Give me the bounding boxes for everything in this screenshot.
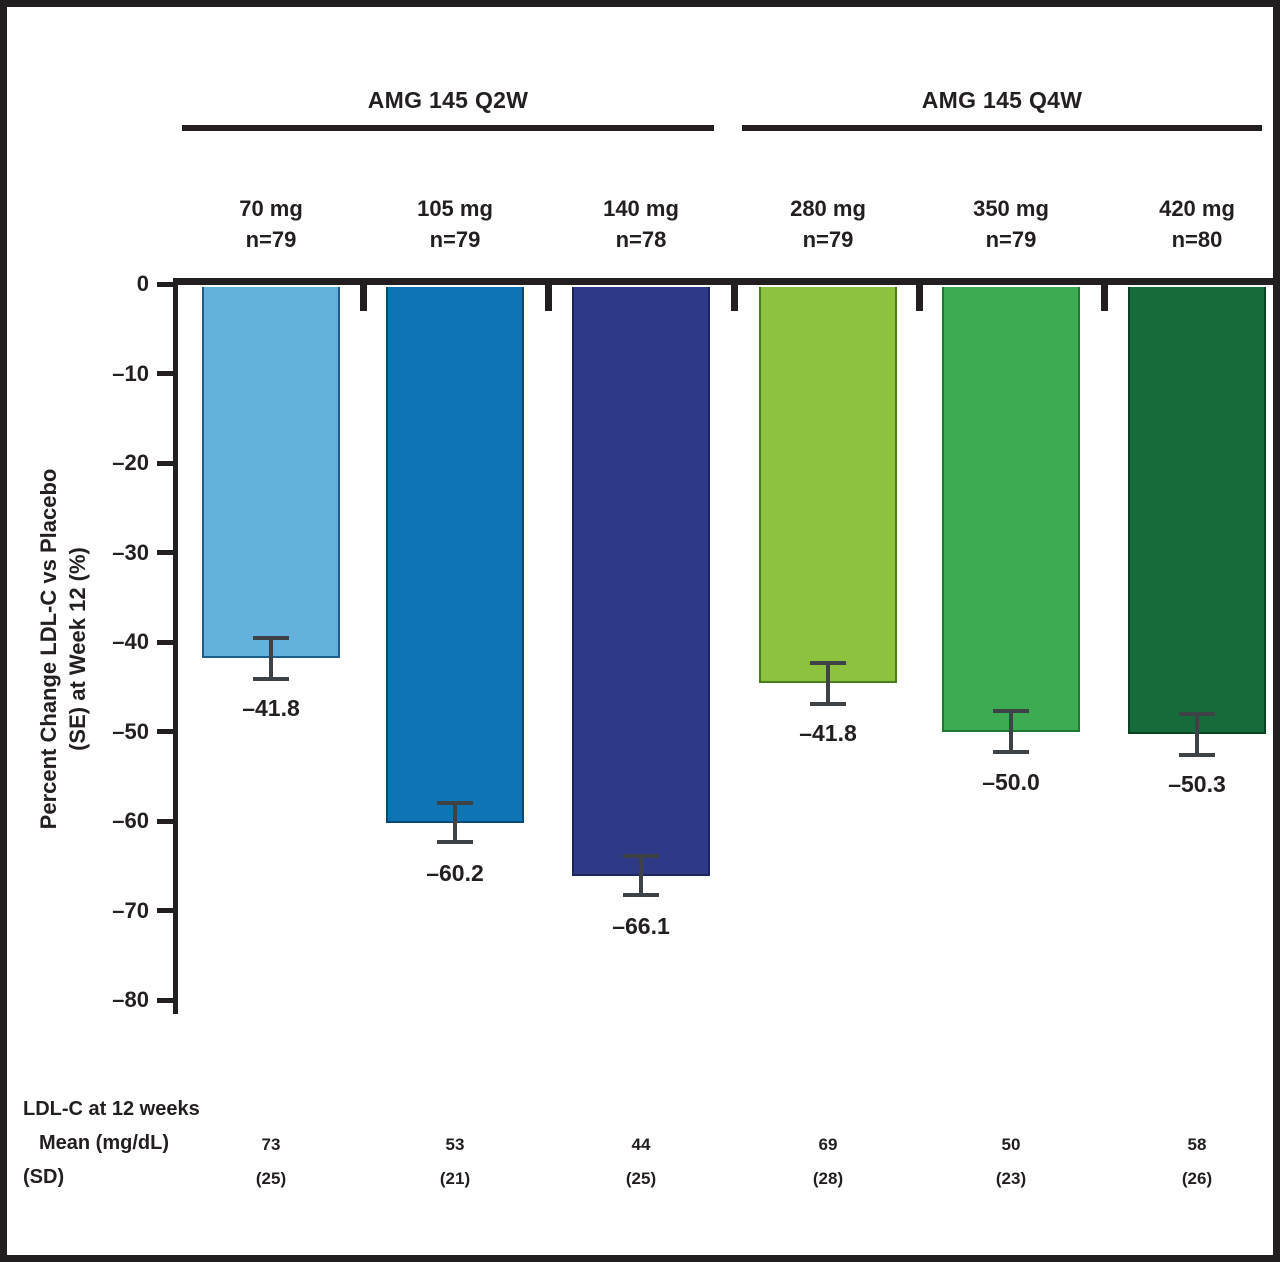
dose-amount: 70 mg bbox=[239, 196, 303, 221]
footer-title: LDL-C at 12 weeks bbox=[23, 1098, 200, 1120]
y-axis-tick bbox=[157, 997, 173, 1003]
footer-mean-value: 53 bbox=[445, 1135, 465, 1154]
y-axis-line bbox=[173, 278, 178, 1014]
y-axis-tick bbox=[157, 460, 173, 466]
footer-sd-value: (28) bbox=[812, 1169, 844, 1188]
y-axis-tick-label: –80 bbox=[112, 987, 149, 1012]
dose-label: 105 mg n=79 bbox=[375, 193, 535, 255]
bar-value-label: –66.1 bbox=[612, 912, 670, 939]
error-bar-line bbox=[269, 637, 273, 679]
dose-n: n=79 bbox=[429, 227, 481, 252]
dose-label: 140 mg n=78 bbox=[561, 193, 721, 255]
error-bar-cap-bottom bbox=[810, 701, 846, 706]
y-axis-tick bbox=[157, 908, 173, 913]
bar-value-label: –50.0 bbox=[982, 768, 1040, 795]
bar-value-label: –41.8 bbox=[242, 695, 300, 722]
bar-420-mg bbox=[1128, 287, 1266, 735]
error-bar-cap-bottom bbox=[993, 750, 1029, 755]
error-bar-cap-bottom bbox=[253, 676, 289, 681]
bar-350-mg bbox=[942, 287, 1080, 732]
error-bar-line bbox=[1009, 710, 1013, 753]
footer-mean-value: 50 bbox=[1001, 1135, 1021, 1154]
error-bar-line bbox=[453, 803, 457, 843]
error-bar-line bbox=[639, 855, 643, 896]
bar-140-mg bbox=[572, 287, 710, 876]
error-bar-cap-top bbox=[437, 801, 473, 806]
dose-amount: 105 mg bbox=[417, 196, 493, 221]
error-bar-cap-top bbox=[1179, 711, 1215, 716]
bar-105-mg bbox=[386, 287, 524, 823]
dose-label: 420 mg n=80 bbox=[1117, 193, 1277, 255]
x-axis-line bbox=[177, 278, 1273, 285]
bar-value-label: –50.3 bbox=[1168, 771, 1226, 798]
y-axis-tick-label: –20 bbox=[112, 450, 149, 475]
error-bar-line bbox=[1195, 713, 1199, 755]
top-axis-tick bbox=[544, 285, 552, 311]
y-axis-tick-label: 0 bbox=[136, 271, 149, 296]
dose-n: n=78 bbox=[615, 227, 667, 252]
bar-280-mg bbox=[759, 287, 897, 684]
footer-row-mean-label: Mean (mg/dL) bbox=[39, 1132, 169, 1154]
dose-label: 70 mg n=79 bbox=[191, 193, 351, 255]
footer-mean-value: 58 bbox=[1187, 1135, 1207, 1154]
dose-n: n=79 bbox=[802, 227, 854, 252]
y-axis-tick bbox=[157, 639, 173, 645]
dose-label: 350 mg n=79 bbox=[931, 193, 1091, 255]
y-axis-tick-label: –40 bbox=[112, 629, 149, 654]
footer-sd-value: (25) bbox=[625, 1169, 657, 1188]
group-rule-q4w bbox=[742, 125, 1262, 131]
footer-mean-value: 44 bbox=[631, 1135, 651, 1154]
top-axis-tick bbox=[731, 285, 738, 311]
error-bar-cap-top bbox=[993, 708, 1029, 713]
dose-n: n=80 bbox=[1171, 227, 1223, 252]
dose-amount: 420 mg bbox=[1159, 196, 1235, 221]
y-axis-tick-label: –70 bbox=[112, 897, 149, 923]
error-bar-line bbox=[826, 662, 830, 704]
group-rule-q2w bbox=[182, 125, 714, 131]
footer-row-sd-label: (SD) bbox=[23, 1166, 65, 1188]
y-axis-tick bbox=[157, 550, 173, 555]
group-header-q2w: AMG 145 Q2W bbox=[367, 87, 529, 113]
y-axis-tick bbox=[157, 371, 173, 376]
footer-mean-value: 73 bbox=[261, 1135, 281, 1154]
y-axis-tick bbox=[157, 729, 173, 734]
footer-sd-value: (21) bbox=[439, 1169, 471, 1188]
error-bar-cap-bottom bbox=[1179, 752, 1215, 757]
y-axis-tick-label: –30 bbox=[112, 539, 149, 565]
dose-label: 280 mg n=79 bbox=[748, 193, 908, 255]
error-bar-cap-bottom bbox=[437, 840, 473, 845]
footer-sd-value: (25) bbox=[255, 1169, 287, 1188]
error-bar-cap-top bbox=[810, 660, 846, 665]
y-axis-tick-label: –10 bbox=[112, 360, 149, 386]
y-axis-tick-label: –60 bbox=[112, 808, 149, 833]
top-axis-tick bbox=[916, 285, 923, 311]
bar-value-label: –41.8 bbox=[799, 720, 857, 747]
dose-n: n=79 bbox=[245, 227, 297, 252]
footer-mean-value: 69 bbox=[818, 1135, 838, 1154]
y-axis-tick-label: –50 bbox=[112, 718, 149, 744]
bar-70-mg bbox=[202, 287, 340, 659]
error-bar-cap-top bbox=[253, 635, 289, 640]
bar-value-label: –60.2 bbox=[426, 859, 484, 886]
dose-n: n=79 bbox=[985, 227, 1037, 252]
y-axis-tick bbox=[157, 281, 173, 287]
group-header-q4w: AMG 145 Q4W bbox=[921, 87, 1083, 113]
dose-amount: 350 mg bbox=[973, 196, 1049, 221]
top-axis-tick bbox=[1100, 285, 1108, 311]
error-bar-cap-top bbox=[623, 853, 659, 858]
dose-amount: 140 mg bbox=[603, 196, 679, 221]
top-axis-tick bbox=[359, 285, 367, 311]
dose-amount: 280 mg bbox=[790, 196, 866, 221]
footer-sd-value: (23) bbox=[995, 1169, 1027, 1188]
error-bar-cap-bottom bbox=[623, 893, 659, 898]
footer-sd-value: (26) bbox=[1181, 1169, 1213, 1188]
y-axis-tick bbox=[157, 818, 173, 824]
